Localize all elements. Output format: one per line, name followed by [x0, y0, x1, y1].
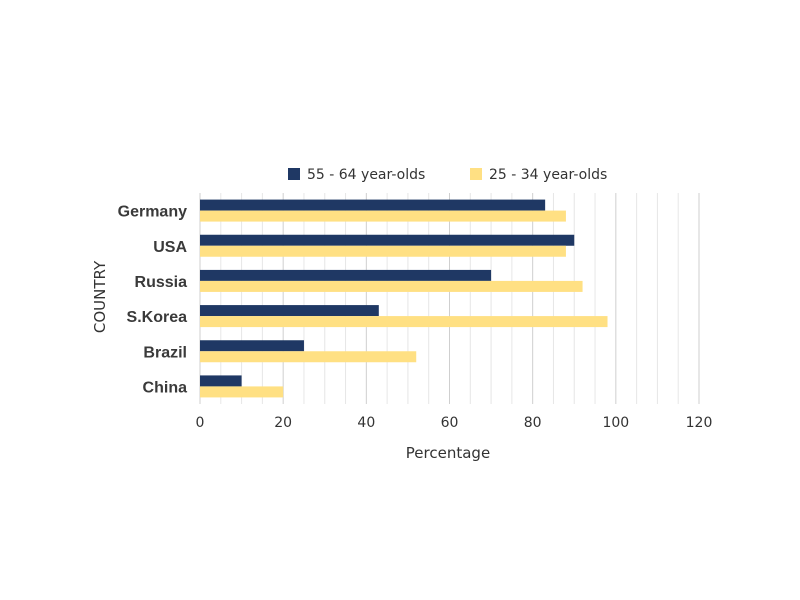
bar-series-1: [200, 375, 242, 387]
y-axis-label: COUNTRY: [91, 260, 109, 333]
category-label: China: [143, 379, 188, 396]
bar-series-2: [200, 316, 608, 328]
legend-swatch-series-1: [288, 168, 300, 180]
x-tick-labels: 0 20 40 60 80 100 120: [196, 415, 713, 431]
bar-series-2: [200, 386, 284, 398]
legend-label-series-2: 25 - 34 year-olds: [489, 167, 607, 183]
legend-label-series-1: 55 - 64 year-olds: [307, 167, 425, 183]
bar-series-1: [200, 199, 546, 211]
x-axis-label: Percentage: [406, 444, 490, 462]
bars: [200, 199, 608, 398]
category-label: Brazil: [143, 344, 187, 361]
bar-series-2: [200, 210, 566, 222]
category-label: Russia: [135, 274, 188, 291]
bar-series-2: [200, 351, 417, 363]
category-labels: Germany USA Russia S.Korea Brazil China: [118, 204, 188, 397]
legend: 55 - 64 year-olds 25 - 34 year-olds: [288, 167, 607, 183]
category-label: USA: [153, 239, 187, 256]
x-tick-label: 100: [602, 415, 629, 431]
x-tick-label: 20: [274, 415, 292, 431]
bar-series-1: [200, 340, 304, 352]
legend-swatch-series-2: [470, 168, 482, 180]
category-label: Germany: [118, 204, 187, 221]
bar-series-1: [200, 234, 575, 246]
x-tick-label: 0: [196, 415, 205, 431]
x-tick-label: 60: [441, 415, 459, 431]
bar-series-1: [200, 269, 492, 281]
x-tick-label: 80: [524, 415, 542, 431]
x-tick-label: 120: [686, 415, 713, 431]
bar-series-1: [200, 305, 379, 317]
x-tick-label: 40: [357, 415, 375, 431]
bar-series-2: [200, 280, 583, 292]
bar-series-2: [200, 245, 566, 257]
gridlines: [199, 193, 700, 404]
category-label: S.Korea: [127, 309, 188, 326]
